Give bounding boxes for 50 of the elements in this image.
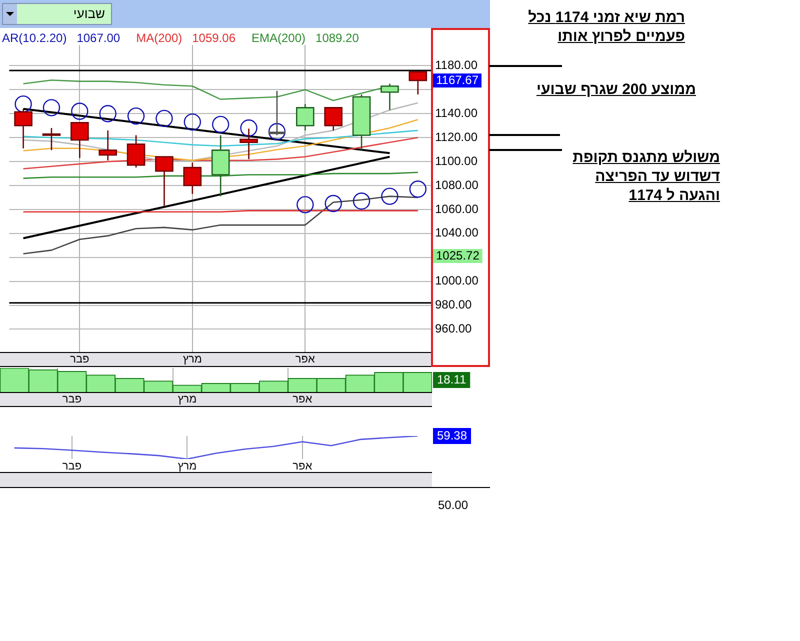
point — [352, 192, 370, 210]
text: EMA(200) — [252, 31, 306, 45]
text: רמת שיא זמני 1174 נכל פעמיים לפרוץ אותו — [527, 8, 685, 46]
point — [212, 116, 230, 134]
x-tick-label: אפר — [292, 460, 312, 473]
x-tick-label: אפר — [295, 354, 315, 366]
y-tick-label: 1040.00 — [435, 226, 479, 240]
y-tick-label: 1120.00 — [435, 130, 478, 144]
text: 1025.72 — [436, 248, 480, 262]
text: MA(200) — [136, 31, 182, 45]
x-tick-label: פבר — [70, 354, 90, 366]
annotation: 1089.20 — [316, 31, 359, 45]
text: 59.38 — [437, 428, 468, 442]
point — [184, 113, 202, 131]
y-tick-label: 1140.00 — [435, 106, 478, 120]
point — [296, 196, 314, 214]
text: 1167.67 — [436, 72, 479, 87]
x-tick-label: פבר — [62, 394, 82, 406]
point — [156, 110, 173, 128]
text: ממוצע 200 שגרף שבועי — [535, 80, 696, 99]
y-tick-label: 980.00 — [435, 298, 472, 312]
x-tick-label: מרץ — [182, 354, 202, 366]
text: 50.00 — [438, 498, 468, 512]
annotation: 1059.06 — [192, 31, 236, 45]
point — [99, 105, 116, 122]
text: AR(10.2.20) — [2, 31, 67, 45]
y-tick-label: 960.00 — [435, 322, 472, 336]
y-tick-label: 1000.00 — [435, 274, 479, 288]
x-tick-label: מרץ — [178, 394, 197, 406]
x-tick-label: פבר — [62, 460, 82, 473]
annotation: 1067.00 — [76, 31, 120, 45]
point — [324, 194, 342, 212]
text: משולש מתגנס תקופת דשדוש עד הפריצה והגעה ל 1174 — [572, 148, 720, 205]
text: 18.11 — [437, 372, 466, 386]
x-tick-label: אפר — [292, 394, 312, 406]
point — [42, 99, 60, 116]
point — [240, 119, 258, 137]
y-tick-label: 1180.00 — [435, 58, 478, 72]
point — [409, 180, 427, 198]
y-tick-label: 1080.00 — [435, 178, 479, 192]
toolbar: שבועי — [0, 0, 490, 28]
point — [14, 95, 32, 113]
x-tick-label: מרץ — [178, 460, 197, 473]
point — [268, 123, 286, 140]
y-tick-label: 1100.00 — [435, 154, 478, 168]
point — [381, 188, 398, 205]
chart-title: שבועי — [73, 6, 105, 21]
y-tick-label: 1060.00 — [435, 202, 479, 216]
point — [127, 107, 145, 125]
point — [71, 102, 88, 120]
